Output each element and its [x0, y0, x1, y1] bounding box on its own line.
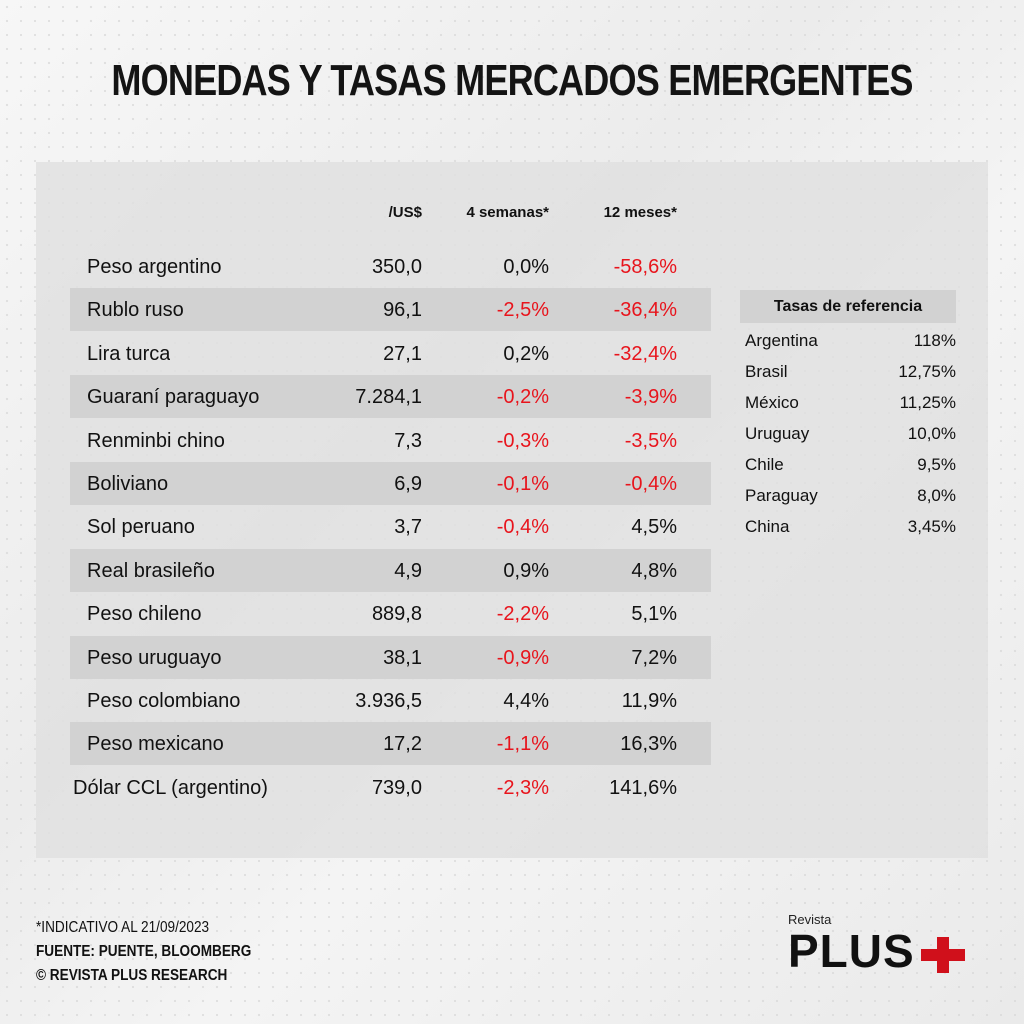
cell-usd: 350,0 — [371, 256, 422, 278]
cell-w4: 0,2% — [503, 342, 549, 365]
reference-value: 9,5% — [917, 455, 956, 474]
cell-usd: 7,3 — [394, 429, 422, 452]
cell-m12: 11,9% — [621, 690, 677, 712]
cell-w4: -2,2% — [496, 603, 549, 626]
header-usd: /US$ — [388, 204, 422, 221]
cell-usd: 6,9 — [394, 473, 422, 495]
reference-value: 11,25% — [899, 393, 956, 412]
table-row: Peso uruguayo 38,1 -0,9% 7,2% — [70, 635, 711, 679]
reference-value: 8,0% — [917, 486, 956, 505]
cell-name: Guaraní paraguayo — [87, 386, 260, 409]
table-row: Dólar CCL (argentino) 739,0 -2,3% 141,6% — [70, 766, 711, 809]
cell-name: Sol peruano — [87, 516, 195, 539]
cell-m12: 7,2% — [631, 646, 677, 669]
page-title: MONEDAS Y TASAS MERCADOS EMERGENTES — [111, 56, 913, 105]
table-row: Peso colombiano 3.936,5 4,4% 11,9% — [70, 679, 711, 722]
cell-name: Peso colombiano — [87, 690, 241, 712]
table-row: Peso chileno 889,8 -2,2% 5,1% — [70, 592, 711, 635]
plus-icon — [920, 936, 965, 973]
logo-small-text: Revista — [788, 912, 832, 927]
footer-source: FUENTE: PUENTE, BLOOMBERG — [36, 943, 252, 960]
cell-m12: 16,3% — [620, 733, 677, 756]
reference-country: Argentina — [745, 331, 818, 350]
cell-w4: -0,1% — [496, 473, 549, 495]
cell-m12: 5,1% — [631, 603, 677, 626]
cell-w4: 0,0% — [503, 256, 549, 278]
reference-value: 10,0% — [907, 424, 956, 443]
header-4-semanas: 4 semanas* — [466, 204, 549, 221]
cell-name: Dólar CCL (argentino) — [73, 776, 268, 799]
cell-w4: -0,2% — [496, 386, 549, 409]
footer-copyright: © REVISTA PLUS RESEARCH — [36, 967, 228, 984]
cell-name: Boliviano — [87, 473, 169, 495]
header-12-meses: 12 meses* — [603, 204, 677, 221]
revista-plus-logo: Revista PLUS — [788, 912, 965, 974]
table-row: Peso mexicano 17,2 -1,1% 16,3% — [70, 722, 711, 766]
cell-usd: 739,0 — [371, 776, 422, 799]
reference-country: México — [745, 393, 799, 412]
cell-m12: -36,4% — [613, 299, 677, 322]
cell-usd: 7.284,1 — [355, 386, 422, 409]
cell-usd: 17,2 — [383, 733, 422, 756]
cell-m12: -58,6% — [613, 256, 677, 278]
reference-rate-item: Uruguay 10,0% — [745, 419, 956, 450]
cell-name: Peso uruguayo — [87, 646, 222, 669]
cell-m12: 4,8% — [631, 559, 677, 582]
cell-usd: 4,9 — [394, 559, 422, 582]
table-row: Real brasileño 4,9 0,9% 4,8% — [70, 548, 711, 592]
cell-w4: -2,3% — [496, 776, 549, 799]
reference-rate-item: Chile 9,5% — [745, 450, 956, 481]
cell-w4: -0,9% — [496, 646, 549, 669]
table-row: Rublo ruso 96,1 -2,5% -36,4% — [70, 288, 711, 332]
cell-m12: -0,4% — [624, 473, 677, 495]
footer-note: *INDICATIVO AL 21/09/2023 — [36, 919, 210, 936]
reference-value: 118% — [913, 331, 956, 350]
footer-notes: *INDICATIVO AL 21/09/2023 FUENTE: PUENTE… — [36, 916, 251, 988]
table-row: Sol peruano 3,7 -0,4% 4,5% — [70, 505, 711, 548]
table-row: Boliviano 6,9 -0,1% -0,4% — [70, 462, 711, 505]
cell-usd: 27,1 — [383, 342, 422, 365]
cell-m12: 4,5% — [631, 516, 677, 539]
reference-country: China — [745, 517, 790, 536]
cell-name: Lira turca — [87, 342, 171, 365]
cell-w4: -0,4% — [496, 516, 549, 539]
cell-name: Real brasileño — [87, 559, 215, 582]
cell-usd: 889,8 — [371, 603, 422, 626]
reference-country: Chile — [745, 455, 784, 474]
cell-usd: 38,1 — [383, 646, 422, 669]
table-row: Lira turca 27,1 0,2% -32,4% — [70, 332, 711, 375]
reference-rate-item: México 11,25% — [745, 388, 956, 419]
table-row: Renminbi chino 7,3 -0,3% -3,5% — [70, 419, 711, 462]
cell-w4: 0,9% — [503, 559, 549, 582]
reference-value: 3,45% — [907, 517, 956, 536]
reference-rate-item: Paraguay 8,0% — [745, 481, 956, 512]
reference-country: Uruguay — [745, 424, 810, 443]
cell-m12: -3,9% — [624, 386, 677, 409]
table-row: Guaraní paraguayo 7.284,1 -0,2% -3,9% — [70, 375, 711, 419]
cell-name: Peso argentino — [87, 256, 222, 278]
cell-w4: -2,5% — [496, 299, 549, 322]
cell-w4: -1,1% — [496, 733, 549, 756]
cell-usd: 96,1 — [383, 299, 422, 322]
reference-rate-item: Argentina 118% — [745, 326, 956, 357]
logo-big-text: PLUS — [788, 925, 915, 977]
cell-name: Rublo ruso — [87, 299, 184, 322]
reference-rates-title: Tasas de referencia — [740, 290, 956, 323]
cell-name: Peso chileno — [87, 603, 202, 626]
cell-name: Peso mexicano — [87, 733, 224, 756]
cell-w4: -0,3% — [496, 429, 549, 452]
reference-country: Brasil — [745, 362, 788, 381]
reference-rate-item: China 3,45% — [745, 512, 956, 543]
reference-value: 12,75% — [898, 362, 956, 381]
cell-m12: -3,5% — [624, 429, 677, 452]
reference-rate-item: Brasil 12,75% — [745, 357, 956, 388]
cell-name: Renminbi chino — [87, 429, 225, 452]
table-row: Peso argentino 350,0 0,0% -58,6% — [70, 245, 711, 288]
cell-usd: 3,7 — [394, 516, 422, 539]
cell-w4: 4,4% — [503, 690, 549, 712]
reference-country: Paraguay — [745, 486, 818, 505]
cell-m12: -32,4% — [613, 342, 677, 365]
cell-usd: 3.936,5 — [355, 690, 422, 712]
cell-m12: 141,6% — [609, 776, 677, 799]
